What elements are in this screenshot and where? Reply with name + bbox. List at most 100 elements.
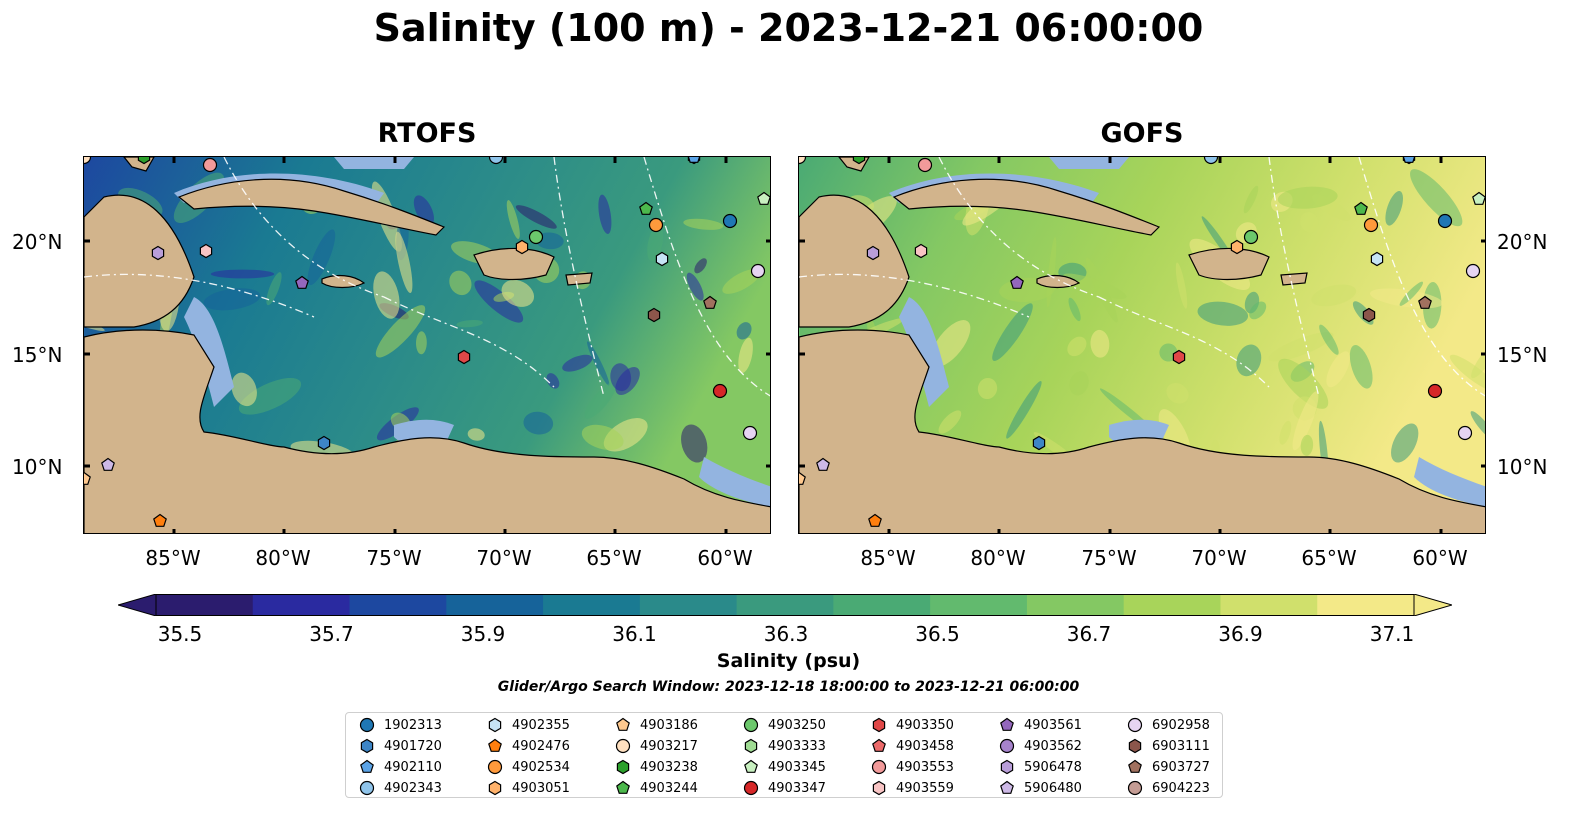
legend-label: 6902958 [1152,717,1210,733]
circle-marker-icon [1127,717,1143,733]
float-marker[interactable] [137,157,151,165]
float-marker[interactable] [153,513,167,527]
colorbar-tick-label: 35.9 [460,622,506,646]
float-marker[interactable] [528,229,544,245]
float-marker[interactable] [1465,263,1481,279]
float-marker[interactable] [852,157,866,165]
float-marker[interactable] [84,471,91,485]
hexagon-marker-icon [1128,738,1142,754]
float-marker[interactable] [917,157,933,173]
hexagon-marker-icon [616,759,630,775]
float-marker[interactable] [868,513,882,527]
legend-label: 4903559 [896,780,954,796]
hexagon-marker-icon [872,717,886,733]
circle-marker-icon [1127,780,1143,796]
legend-label: 4902343 [384,780,442,796]
pentagon-marker-icon [488,738,502,752]
panel-title-gofs: GOFS [1100,118,1184,149]
hexagon-marker-icon [872,780,886,796]
colorbar-tick-label: 35.7 [309,622,354,646]
float-marker[interactable] [1172,349,1186,365]
colorbar-tick-label: 36.5 [915,622,960,646]
colorbar-graphic [116,593,1454,617]
float-marker[interactable] [1370,251,1384,267]
legend-item: 4903250 [742,715,826,735]
float-marker[interactable] [799,157,807,165]
legend-item: 4903553 [870,757,954,777]
float-marker[interactable] [317,435,331,451]
float-marker[interactable] [1230,239,1244,255]
legend-item: 4903217 [614,736,698,756]
float-marker[interactable] [750,263,766,279]
y-tick-label: 20°N [1497,230,1548,254]
float-marker[interactable] [295,275,309,289]
float-marker[interactable] [1203,157,1219,165]
pentagon-marker-icon [1128,759,1142,773]
legend-item: 4903347 [742,778,826,798]
colorbar-tick-label: 36.1 [612,622,657,646]
pentagon-marker-icon [360,759,374,773]
float-marker[interactable] [816,457,830,471]
pentagon-marker-icon [616,717,630,731]
float-marker[interactable] [687,157,701,163]
legend-label: 4901720 [384,738,442,754]
float-marker[interactable] [1402,157,1416,163]
circle-marker-icon [359,717,375,733]
float-marker[interactable] [639,201,653,215]
pentagon-marker-icon [616,780,630,794]
hexagon-marker-icon [360,738,374,754]
pentagon-marker-icon [744,759,758,773]
float-marker[interactable] [101,457,115,471]
float-marker[interactable] [488,157,504,165]
y-tick-label: 20°N [12,230,63,254]
x-tick-label: 70°W [476,546,532,570]
figure-title: Salinity (100 m) - 2023-12-21 06:00:00 [373,6,1204,50]
legend-label: 4902476 [512,738,570,754]
pentagon-marker-icon [1000,717,1014,731]
float-marker[interactable] [1354,201,1368,215]
float-marker[interactable] [866,245,880,261]
search-window-text: Glider/Argo Search Window: 2023-12-18 18… [497,679,1080,695]
float-marker[interactable] [1472,191,1485,205]
float-marker[interactable] [202,157,218,173]
float-marker[interactable] [648,217,664,233]
float-marker[interactable] [1362,307,1376,323]
float-marker[interactable] [1427,383,1443,399]
float-marker[interactable] [1032,435,1046,451]
hexagon-marker-icon [1000,759,1014,775]
float-marker[interactable] [199,243,213,259]
float-marker[interactable] [647,307,661,323]
colorbar-label: Salinity (psu) [716,650,861,672]
float-marker[interactable] [722,213,738,229]
float-marker[interactable] [151,245,165,261]
float-marker[interactable] [457,349,471,365]
float-marker[interactable] [1418,295,1432,309]
float-marker[interactable] [757,191,770,205]
circle-marker-icon [359,780,375,796]
float-marker[interactable] [1243,229,1259,245]
legend-label: 4902355 [512,717,570,733]
float-marker[interactable] [703,295,717,309]
x-tick-label: 75°W [1081,546,1137,570]
legend-item: 4902534 [486,757,570,777]
float-marker[interactable] [1363,217,1379,233]
float-marker[interactable] [655,251,669,267]
float-marker[interactable] [84,157,92,165]
x-tick-label: 80°W [970,546,1026,570]
float-marker[interactable] [712,383,728,399]
legend-item: 6903727 [1126,757,1210,777]
rtofs-map[interactable] [83,156,771,534]
float-marker[interactable] [1437,213,1453,229]
float-marker[interactable] [799,471,806,485]
gofs-map[interactable] [798,156,1486,534]
float-marker[interactable] [1010,275,1024,289]
float-marker[interactable] [515,239,529,255]
float-marker[interactable] [1457,425,1473,441]
legend-item: 4903345 [742,757,826,777]
legend-label: 4903217 [640,738,698,754]
float-marker[interactable] [914,243,928,259]
float-marker[interactable] [742,425,758,441]
legend-item: 4901720 [358,736,442,756]
legend-label: 5906480 [1024,780,1082,796]
legend-label: 4903347 [768,780,826,796]
